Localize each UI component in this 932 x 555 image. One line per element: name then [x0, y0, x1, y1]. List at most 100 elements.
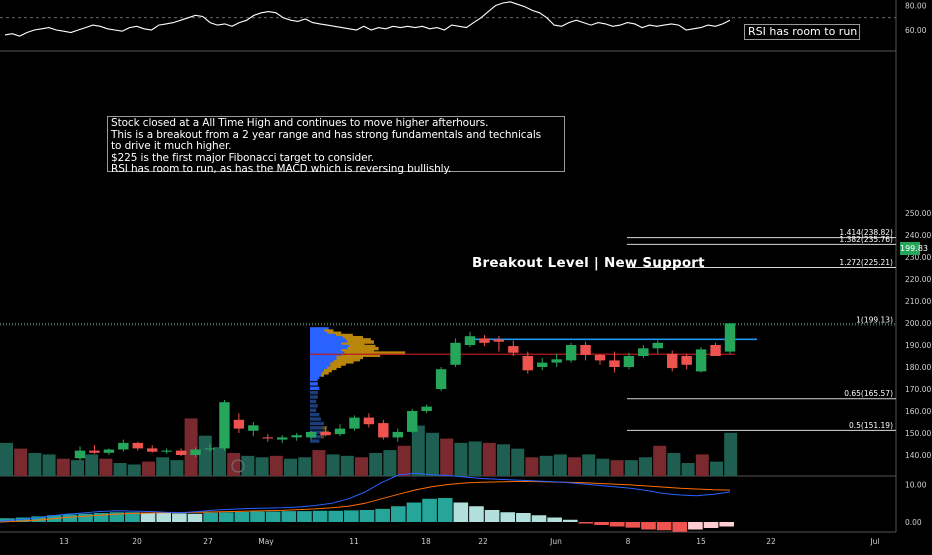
profile-bar-down	[320, 434, 325, 439]
volume-bar	[42, 454, 56, 476]
candle	[118, 439, 129, 452]
volume-bar	[369, 452, 383, 476]
profile-bar-up	[310, 346, 348, 351]
rsi-tick-label: 60.00	[905, 26, 927, 35]
candle-body	[305, 431, 317, 438]
time-tick-label: Jul	[869, 537, 879, 546]
rsi-annotation[interactable]: RSI has room to run	[744, 24, 860, 40]
candle-body	[132, 442, 143, 449]
volume-bar	[170, 460, 184, 476]
candle	[248, 422, 259, 437]
macd-histogram-bar	[109, 512, 125, 522]
candle	[277, 435, 288, 443]
candle	[204, 444, 216, 452]
candle-body	[623, 356, 635, 367]
macd-histogram-bar	[265, 511, 281, 522]
profile-bar-down	[342, 335, 364, 340]
macd-histogram-bar	[500, 512, 516, 522]
macd-histogram-bar	[312, 510, 328, 522]
volume-bar	[71, 460, 84, 476]
profile-bar-down	[320, 373, 325, 377]
volume-bar	[525, 457, 539, 476]
time-tick-label: 11	[349, 537, 359, 546]
profile-bar-up	[310, 421, 325, 426]
volume-bar	[198, 435, 212, 476]
macd-histogram-bar	[31, 516, 46, 522]
candle-body	[161, 450, 172, 452]
candle-body	[190, 449, 201, 455]
profile-bar-up	[310, 390, 318, 395]
candle-body	[508, 346, 519, 353]
volume-bar	[610, 460, 624, 476]
profile-bar-up	[310, 327, 329, 331]
macd-histogram-bar	[234, 511, 250, 522]
profile-bar-up	[310, 426, 323, 430]
candle	[580, 341, 591, 361]
price-tick-label: 150.00	[905, 429, 931, 438]
fibonacci-levels[interactable]: 1.414(238.82)1.382(235.76) 1.272(225.21) 1…	[0, 228, 896, 431]
macd-histogram-bar	[0, 518, 15, 522]
volume-bar	[681, 463, 695, 476]
earnings-icon	[231, 459, 245, 473]
price-tick-label: 210.00	[905, 297, 931, 306]
price-tick-label: 170.00	[905, 385, 931, 394]
candle-body	[695, 349, 707, 372]
profile-bar-up	[310, 344, 349, 349]
volume-bar	[695, 454, 709, 476]
time-tick-label: Jun	[549, 537, 562, 546]
candle	[190, 447, 201, 458]
rsi-pane	[0, 1, 896, 37]
profile-bar-down	[330, 364, 342, 368]
candle-body	[479, 338, 490, 343]
candle	[291, 433, 302, 441]
macd-histogram-bar	[297, 511, 312, 522]
fib-label: 0.5(151.19)	[849, 421, 893, 430]
analysis-note[interactable]: Stock closed at a All Time High and cont…	[107, 116, 565, 175]
price-tick-label: 230.00	[905, 253, 931, 262]
volume-bar	[667, 452, 681, 476]
macd-histogram-bar	[641, 522, 656, 530]
volume-bar	[653, 445, 667, 476]
macd-histogram-bar	[15, 517, 31, 522]
profile-bar-down	[336, 355, 364, 360]
breakout-label[interactable]: Breakout Level | New Support	[472, 255, 705, 271]
time-axis[interactable]: 13 20 27 May 11 18 22 Jun 8 15 22 Jul	[59, 537, 879, 546]
volume-bar	[326, 454, 340, 476]
macd-histogram-bar	[78, 513, 93, 522]
volume-bar	[142, 461, 155, 476]
macd-histogram-bar	[625, 522, 641, 528]
candle-body	[248, 425, 259, 431]
volume-bar	[596, 458, 610, 476]
macd-histogram-bar	[562, 519, 578, 522]
candle	[522, 351, 533, 374]
volume-bar	[14, 448, 28, 476]
earnings-marker[interactable]	[231, 459, 245, 473]
candle	[421, 404, 432, 414]
profile-bar-up	[310, 417, 321, 421]
candle-body	[537, 362, 548, 367]
candle-body	[681, 356, 692, 365]
volume-bar	[440, 438, 454, 476]
price-axis[interactable]: 140.00 150.00 160.00 170.00 180.00 190.00 200.…	[905, 2, 931, 528]
time-tick-label: 8	[626, 537, 631, 546]
candle-body	[233, 419, 245, 429]
volume-bar	[710, 461, 723, 476]
profile-bar-down	[347, 346, 379, 351]
profile-bar-down	[322, 426, 328, 430]
macd-histogram-bar	[609, 522, 625, 527]
macd-histogram-bar	[281, 511, 297, 522]
profile-bar-up	[310, 355, 337, 360]
support-resistance-lines[interactable]	[310, 338, 757, 355]
profile-bar-up	[310, 404, 318, 408]
profile-bar-down	[344, 351, 406, 355]
macd-histogram-bar	[156, 513, 172, 522]
candle-body	[219, 402, 230, 449]
profile-bar-up	[310, 351, 345, 355]
last-price-tag: 199.83	[900, 242, 928, 255]
volume-bar	[255, 457, 269, 476]
candle	[74, 446, 86, 461]
fib-label: 1(199.13)	[856, 315, 893, 324]
profile-bar-down	[341, 353, 381, 357]
